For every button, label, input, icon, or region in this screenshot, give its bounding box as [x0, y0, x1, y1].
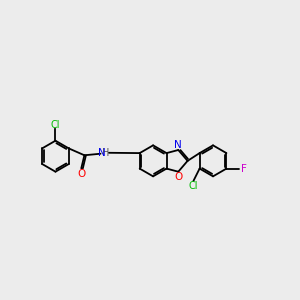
Text: N: N [98, 148, 106, 158]
Text: Cl: Cl [51, 120, 60, 130]
Text: Cl: Cl [188, 181, 197, 191]
Text: N: N [174, 140, 182, 150]
Text: O: O [175, 172, 183, 182]
Text: H: H [102, 148, 110, 158]
Text: F: F [241, 164, 246, 174]
Text: O: O [78, 169, 86, 178]
